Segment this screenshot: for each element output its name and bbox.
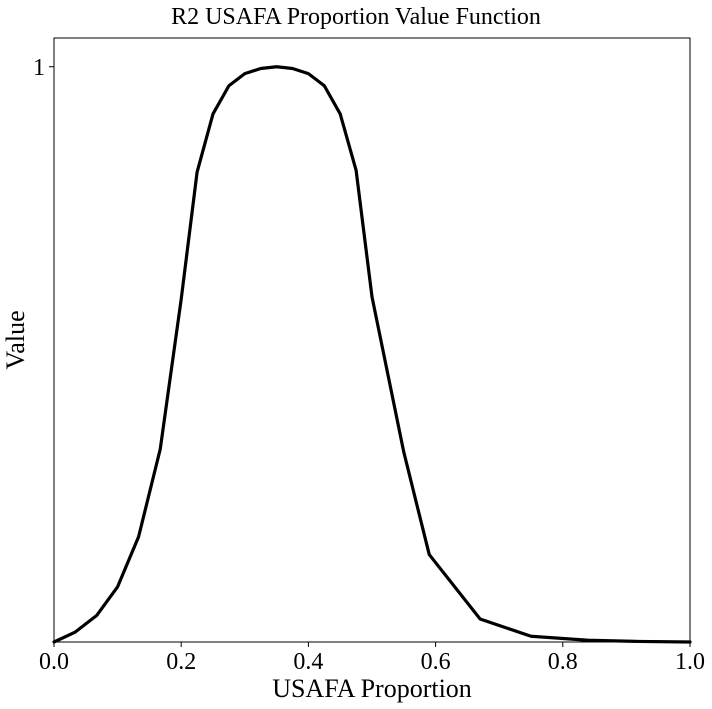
- y-tick-label: 1: [33, 55, 45, 81]
- x-tick-label: 0.2: [166, 649, 196, 675]
- axis-ticks: 0.0 0.2 0.4 0.6 0.8 1.0 1: [33, 55, 705, 675]
- x-tick-label: 0.4: [293, 649, 323, 675]
- chart-title: R2 USAFA Proportion Value Function: [171, 4, 541, 30]
- y-axis-label: Value: [1, 310, 30, 369]
- x-tick-label: 0.8: [548, 649, 578, 675]
- x-tick-label: 0.0: [39, 649, 69, 675]
- x-tick-label: 1.0: [675, 649, 705, 675]
- x-tick-label: 0.6: [421, 649, 451, 675]
- series-layer: [52, 65, 692, 644]
- value-function-line: [52, 65, 692, 644]
- plot-frame: [53, 37, 691, 643]
- x-axis-label: USAFA Proportion: [272, 674, 472, 703]
